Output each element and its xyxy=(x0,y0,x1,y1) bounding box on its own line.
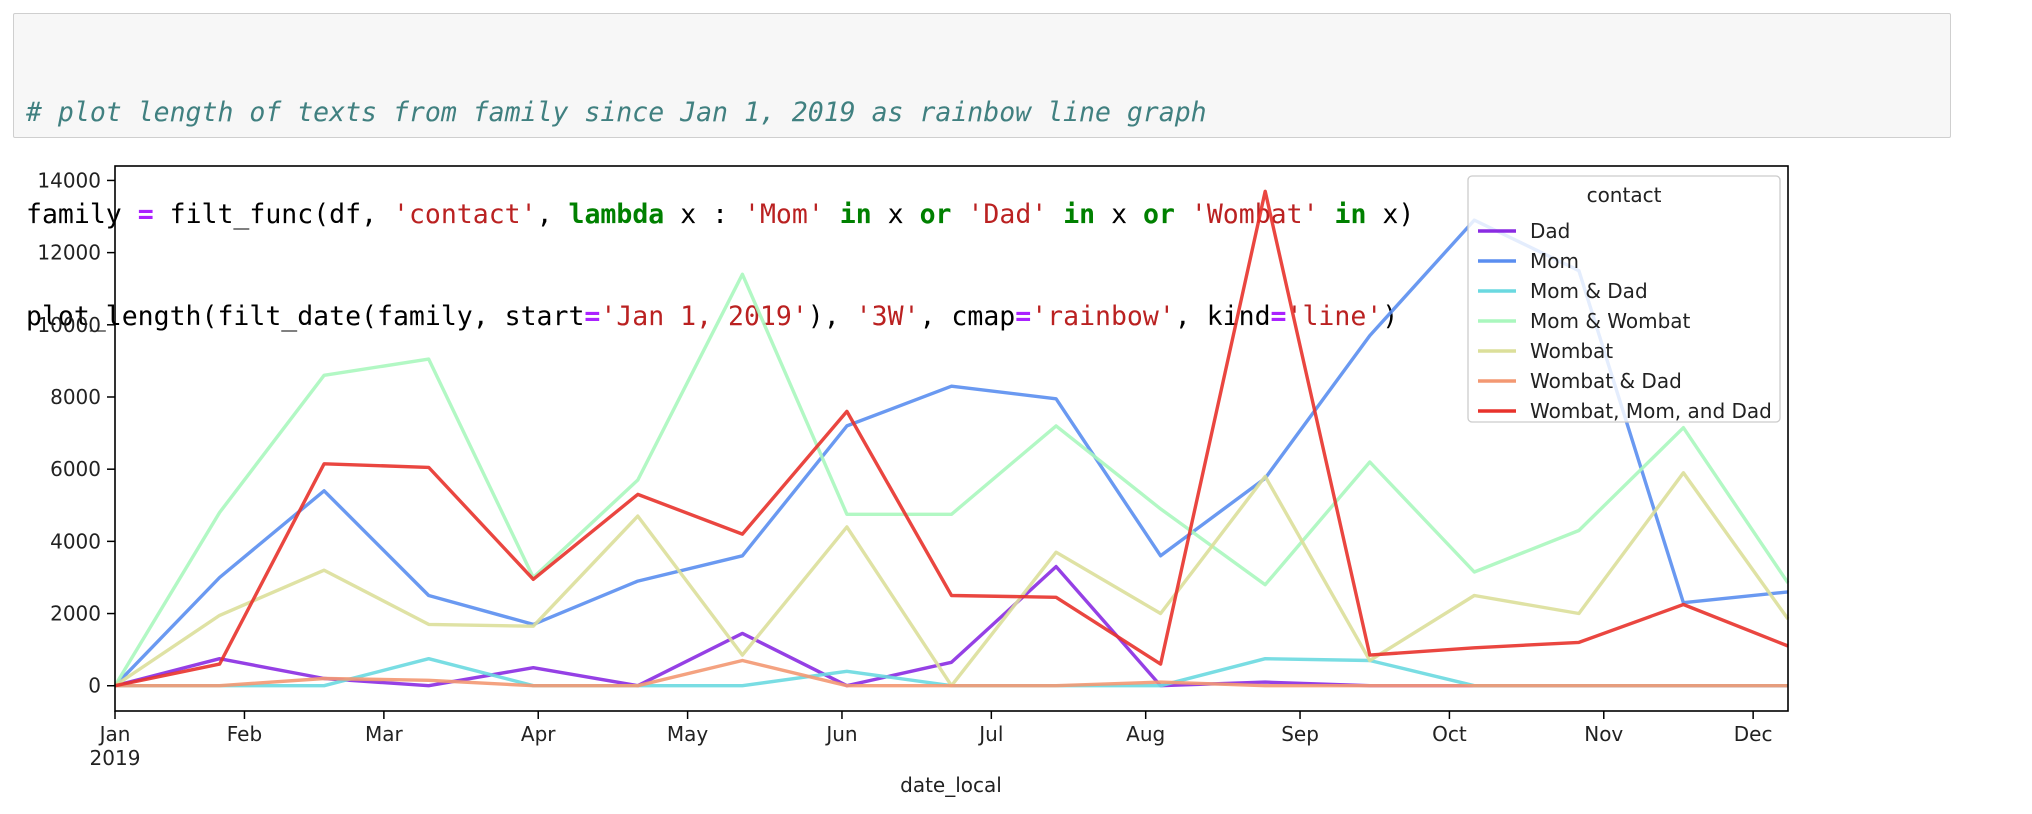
code-token: in xyxy=(1063,199,1096,230)
code-token: in xyxy=(1334,199,1367,230)
x-tick-label: Sep xyxy=(1281,722,1319,746)
code-token: family xyxy=(26,199,138,230)
code-token: 'line' xyxy=(1286,301,1383,332)
code-token: '3W' xyxy=(855,301,920,332)
code-token: = xyxy=(137,199,154,230)
legend-label: Mom xyxy=(1530,249,1579,273)
y-tick-label: 4000 xyxy=(50,529,101,553)
line-chart: 0 2000 4000 6000 8000 10000 12000 14000 Jan2019… xyxy=(37,165,1790,797)
plot-frame xyxy=(114,165,1789,712)
x-tick-label: Nov xyxy=(1584,722,1623,746)
legend-label: Wombat xyxy=(1530,339,1613,363)
x-tick-label: Feb xyxy=(227,722,262,746)
code-token: x : xyxy=(664,199,745,230)
x-tick-label: Jul xyxy=(977,722,1003,746)
code-token: x) xyxy=(1366,199,1415,230)
code-token: 'Jan 1, 2019' xyxy=(600,301,808,332)
code-token: = xyxy=(1015,301,1032,332)
code-token: or xyxy=(919,199,952,230)
code-token: 'rainbow' xyxy=(1031,301,1175,332)
legend-title: contact xyxy=(1587,183,1662,207)
legend-label: Wombat, Mom, and Dad xyxy=(1530,399,1772,423)
code-token: = xyxy=(1270,301,1287,332)
legend-label: Wombat & Dad xyxy=(1530,369,1682,393)
code-line-1: # plot length of texts from family since… xyxy=(26,96,1938,130)
code-token: 'Mom' xyxy=(744,199,824,230)
y-tick-label: 6000 xyxy=(50,457,101,481)
legend-label: Dad xyxy=(1530,219,1570,243)
series-line-4 xyxy=(114,471,1790,688)
code-token: ), xyxy=(807,301,856,332)
y-tick-label: 12000 xyxy=(37,241,101,265)
code-token: plot_length(filt_date(family, start xyxy=(26,301,585,332)
x-axis-label: date_local xyxy=(900,773,1002,797)
code-token: filt_func(df, xyxy=(153,199,393,230)
code-token: in xyxy=(839,199,872,230)
legend: contact Dad Mom Mom & Dad Mom & Wombat Wombat… xyxy=(1467,175,1781,423)
code-token: # plot length of texts from family since… xyxy=(26,97,1207,128)
code-line-2: family = filt_func(df, 'contact', lambda… xyxy=(26,198,1938,232)
x-tick-label: Aug xyxy=(1126,722,1165,746)
code-token: x xyxy=(871,199,920,230)
x-tick-label: Jun xyxy=(824,722,857,746)
code-token: lambda xyxy=(568,199,665,230)
series-line-0 xyxy=(114,564,1788,688)
code-token: 'Wombat' xyxy=(1190,199,1319,230)
code-token: or xyxy=(1143,199,1175,230)
y-tick-label: 14000 xyxy=(37,168,101,192)
code-token: , xyxy=(536,199,569,230)
series-lines xyxy=(113,189,1790,688)
y-tick-label: 8000 xyxy=(50,385,101,409)
x-tick-label: Jan xyxy=(98,722,131,746)
legend-label: Mom & Wombat xyxy=(1530,309,1691,333)
y-tick-label: 10000 xyxy=(37,313,101,337)
x-tick-label: Oct xyxy=(1432,722,1467,746)
code-token: x xyxy=(1095,199,1143,230)
code-cell[interactable]: # plot length of texts from family since… xyxy=(13,13,1951,332)
x-tick-sublabel: 2019 xyxy=(90,746,141,770)
x-tick-label: May xyxy=(667,722,709,746)
legend-box xyxy=(1467,175,1781,423)
code-token: = xyxy=(584,301,601,332)
series-line-3 xyxy=(113,272,1790,687)
code-token: , cmap xyxy=(919,301,1016,332)
y-tick-label: 0 xyxy=(88,674,101,698)
y-axis: 0 2000 4000 6000 8000 10000 12000 14000 xyxy=(37,168,115,698)
y-tick-label: 2000 xyxy=(50,602,101,626)
legend-label: Mom & Dad xyxy=(1530,279,1648,303)
code-token: 'contact' xyxy=(392,199,537,230)
series-line-5 xyxy=(115,658,1788,688)
code-token: 'Dad' xyxy=(967,199,1048,230)
x-tick-label: Apr xyxy=(521,722,556,746)
x-tick-label: Dec xyxy=(1734,722,1773,746)
x-tick-label: Mar xyxy=(365,722,404,746)
series-line-6 xyxy=(114,189,1789,688)
